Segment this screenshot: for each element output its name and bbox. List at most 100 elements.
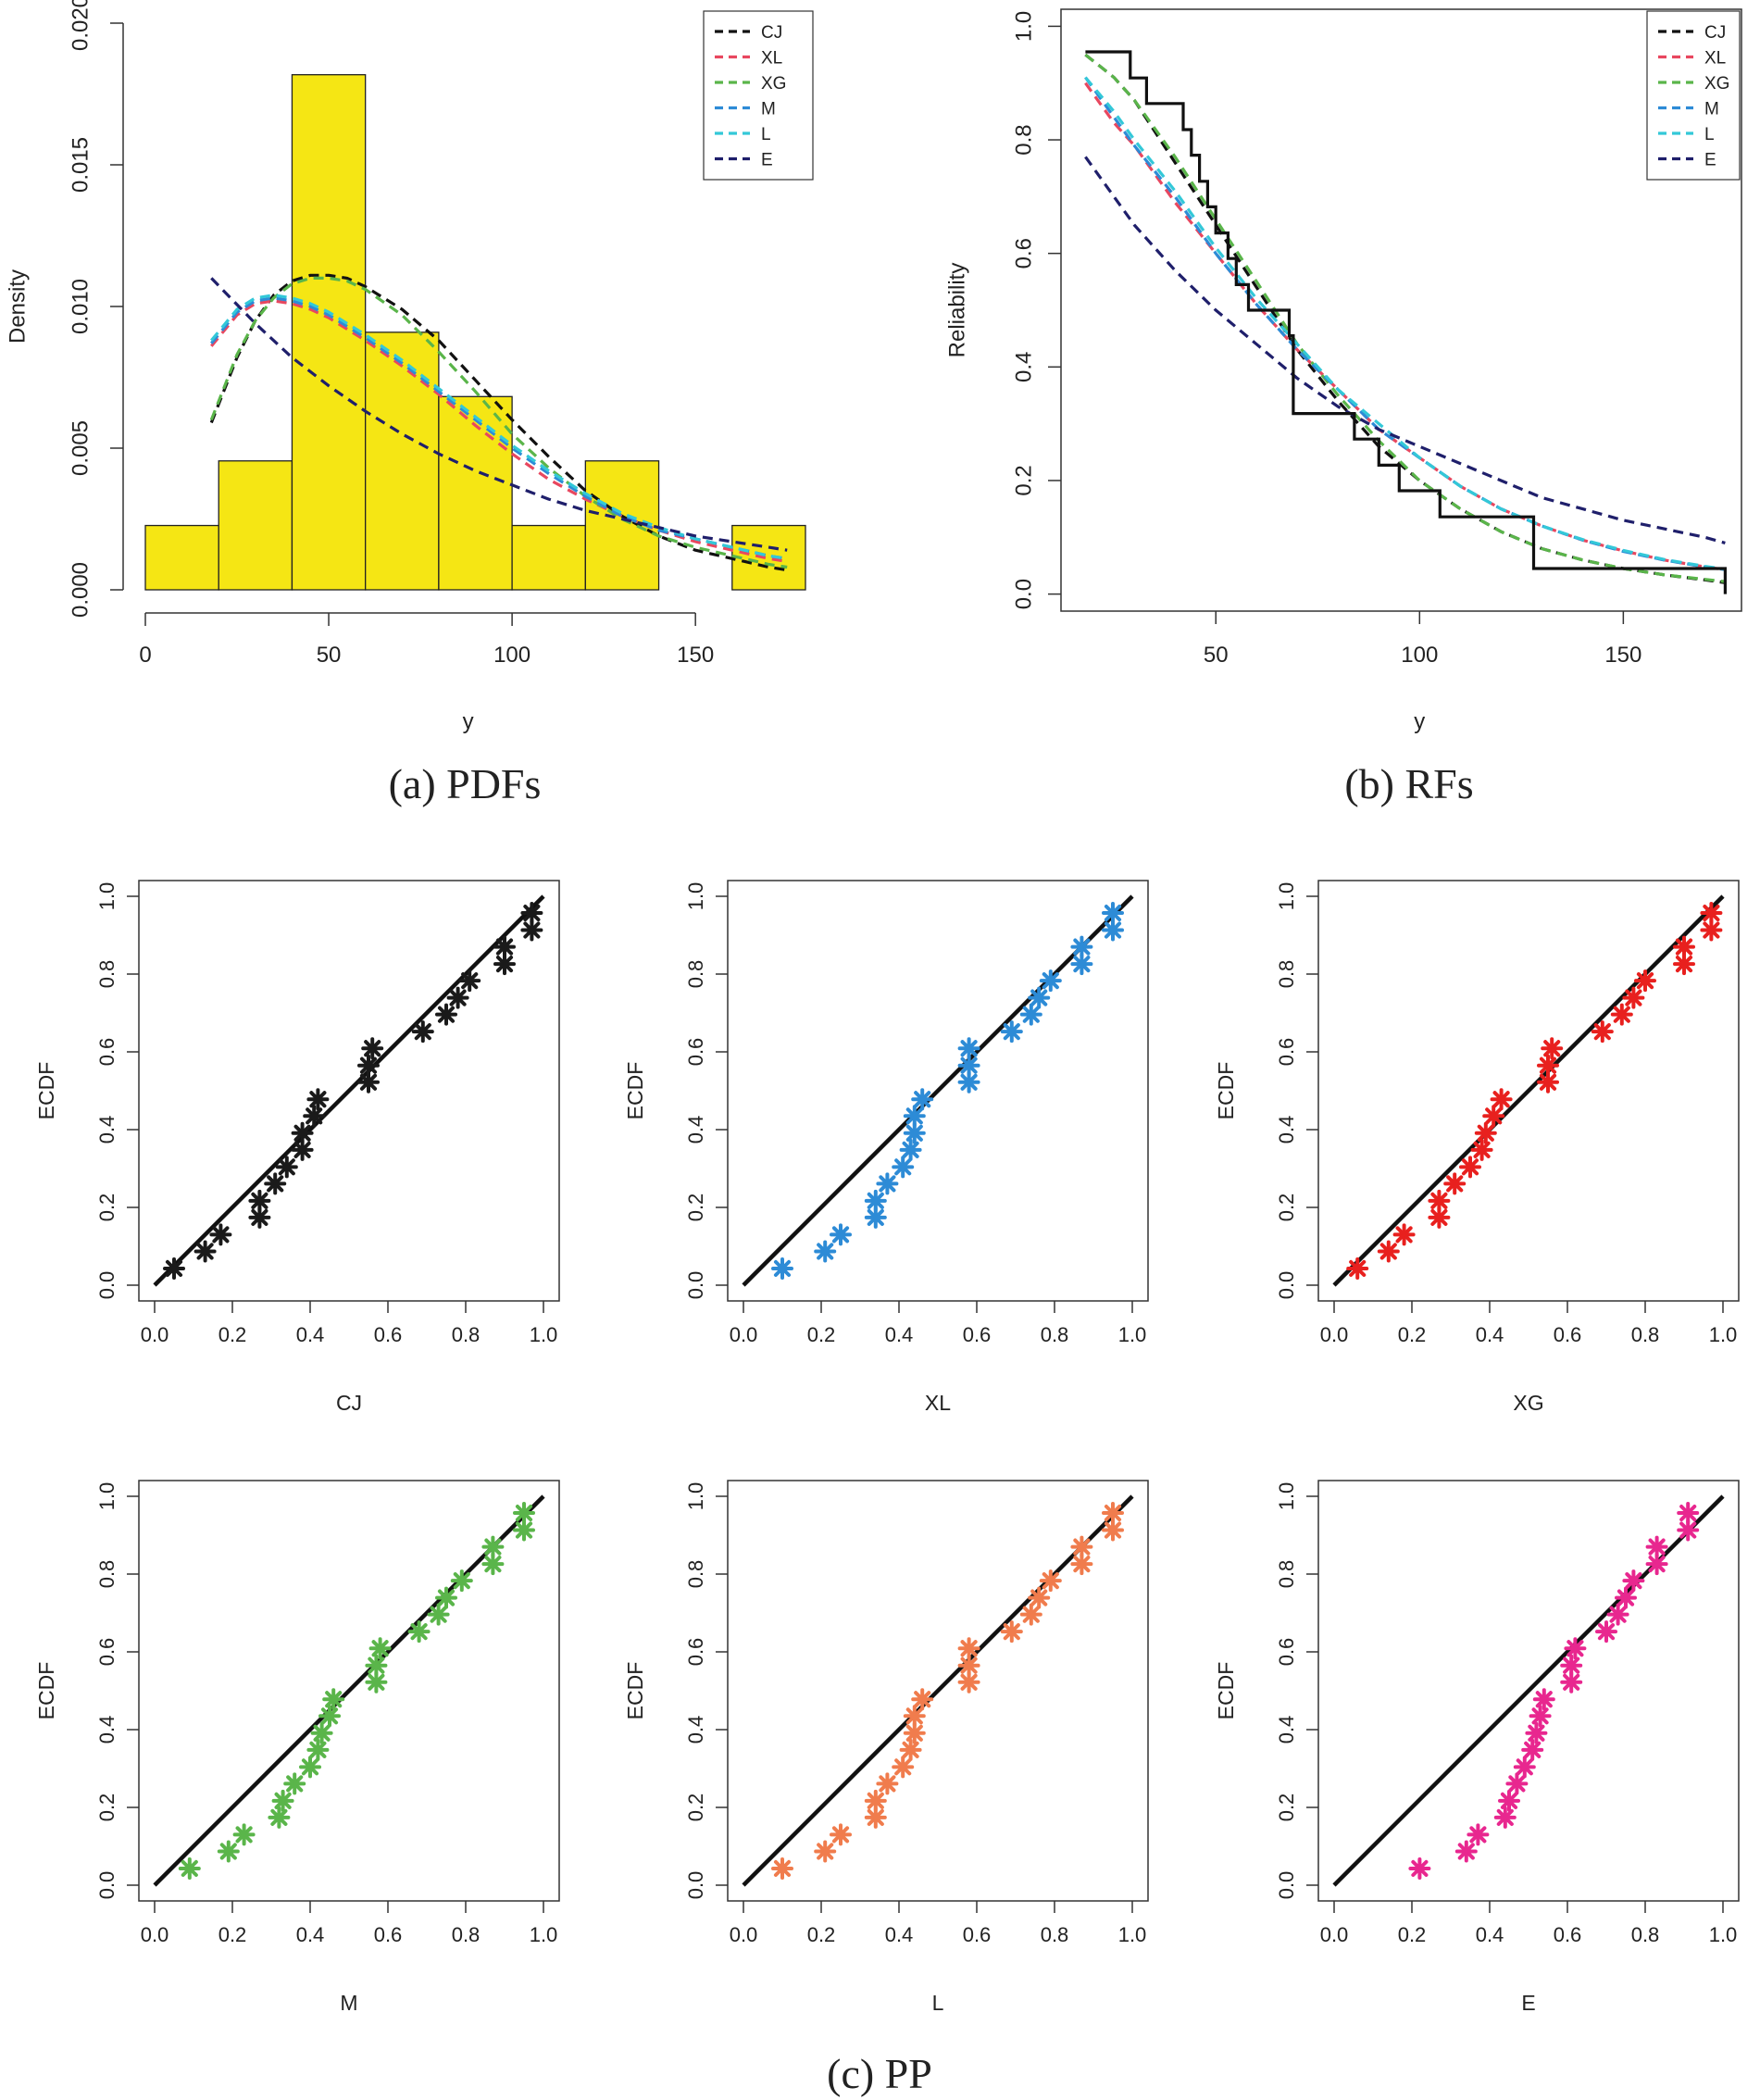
pp-point-stroke [1461, 1158, 1479, 1176]
plot-frame [138, 1480, 560, 1902]
pp-point-stroke [1679, 1504, 1697, 1522]
y-axis-label: ECDF [34, 1662, 58, 1720]
pp-point [1019, 1603, 1042, 1626]
y-tick-label: 0.0 [1275, 1271, 1298, 1300]
pp-point-stroke [1648, 1538, 1666, 1556]
pp-point-stroke [1073, 1556, 1091, 1573]
pp-point [899, 1138, 922, 1161]
x-axis-label: CJ [336, 1391, 362, 1415]
pp-panel-xl: 0.0 0.0 0.2 0.2 0.4 0.4 0.6 0.6 0.8 0.8 1.0 1.0 XL EC… [623, 880, 1149, 1415]
pp-point-stroke [414, 1023, 431, 1041]
pp-point [446, 986, 469, 1009]
pp-point-stroke [1535, 1691, 1553, 1708]
pp-point-stroke [1430, 1208, 1448, 1226]
empirical-reliability-step [1085, 50, 1727, 594]
pp-point-stroke [219, 1843, 237, 1860]
pp-point [450, 1569, 473, 1593]
pp-point [1490, 1088, 1513, 1111]
pp-point [892, 1156, 915, 1179]
legend-label-xg: XG [761, 74, 786, 94]
pp-point-stroke [831, 1826, 850, 1844]
pp-point-stroke [515, 1521, 533, 1539]
pp-point [1070, 935, 1093, 958]
y-tick-label: 0.8 [1275, 960, 1298, 989]
pp-point-stroke [371, 1640, 389, 1657]
pp-point [1408, 1856, 1431, 1880]
pp-point [1070, 1535, 1093, 1558]
histogram-bar [365, 331, 440, 591]
pp-point-stroke [1395, 1226, 1413, 1244]
x-tick-label: 0.8 [1041, 1923, 1069, 1946]
plot-frame [138, 880, 560, 1302]
pp-point [1606, 1603, 1629, 1626]
pp-point-stroke [410, 1623, 428, 1641]
pp-point [957, 1070, 980, 1094]
legend-label-e: E [761, 151, 773, 170]
pp-point [1700, 902, 1723, 925]
y-tick-label: 0.6 [684, 1038, 707, 1067]
pp-panel-e: 0.0 0.0 0.2 0.2 0.4 0.4 0.6 0.6 0.8 0.8 1.0 1.0 E ECD… [1214, 1480, 1740, 2015]
pp-point [458, 969, 481, 993]
rf-curve-xg [1084, 53, 1726, 583]
pdf-curve-cj [209, 273, 788, 572]
pp-point [1645, 1553, 1668, 1576]
pp-panel-m: 0.0 0.0 0.2 0.2 0.4 0.4 0.6 0.6 0.8 0.8 1.0 1.0 M ECD… [34, 1480, 560, 2015]
pp-point [275, 1156, 298, 1179]
pp-point [435, 1586, 457, 1609]
pp-point-stroke [1042, 972, 1059, 990]
pp-point-stroke [301, 1758, 319, 1776]
pp-point-stroke [1073, 938, 1091, 956]
caption-a: (a) PDFs [389, 760, 542, 807]
pp-point-stroke [165, 1259, 183, 1278]
legend-label-m: M [761, 100, 776, 119]
x-tick-label: 0.6 [963, 1323, 992, 1346]
pp-point [513, 1502, 535, 1525]
rf-curve-cj [1084, 53, 1726, 584]
x-tick-label: 0.6 [374, 1923, 403, 1946]
x-tick-label: 0.6 [963, 1923, 992, 1946]
x-tick-label: 0.4 [885, 1323, 914, 1346]
y-axis-label: ECDF [1214, 1662, 1238, 1720]
pp-point-stroke [1597, 1623, 1616, 1641]
pp-point [1039, 969, 1062, 993]
pp-point-stroke [1104, 904, 1122, 922]
pp-point-stroke [1104, 921, 1122, 939]
pp-point [864, 1806, 887, 1829]
pp-point-stroke [461, 972, 479, 990]
pp-point-stroke [817, 1843, 834, 1860]
pp-point-stroke [359, 1056, 378, 1074]
x-tick-label: 1.0 [1709, 1923, 1738, 1946]
x-tick-label: 0.2 [1398, 1923, 1427, 1946]
pp-point [864, 1189, 887, 1212]
x-tick-label: 150 [677, 643, 714, 668]
x-tick-label: 0.4 [296, 1323, 325, 1346]
pp-point-stroke [523, 921, 541, 939]
pp-point-stroke [313, 1724, 331, 1742]
x-axis-label: y [463, 709, 474, 734]
y-tick-label: 1.0 [95, 1482, 119, 1511]
pp-point [303, 1105, 326, 1128]
pp-point-stroke [270, 1808, 288, 1826]
y-tick-label: 0.000 [68, 562, 93, 618]
pp-point-stroke [1500, 1792, 1518, 1809]
pp-point-stroke [306, 1107, 323, 1125]
pp-point [1039, 1569, 1062, 1593]
pp-point-stroke [1492, 1091, 1510, 1108]
x-tick-label: 0.8 [1631, 1323, 1660, 1346]
pp-point [1102, 1502, 1124, 1525]
pp-point [1377, 1240, 1400, 1263]
legend-box [703, 10, 814, 181]
pp-point-stroke [1104, 1521, 1122, 1539]
pp-point-stroke [1485, 1107, 1503, 1125]
pp-point [1615, 1586, 1637, 1609]
pp-point-stroke [867, 1808, 884, 1826]
x-axis-label: y [1414, 709, 1425, 734]
pp-point [217, 1840, 240, 1863]
pp-point-stroke [1104, 1504, 1122, 1522]
pp-point [493, 935, 516, 958]
x-tick-label: 0.4 [296, 1923, 325, 1946]
x-tick-label: 0.2 [218, 1323, 247, 1346]
pp-point [1459, 1156, 1481, 1179]
x-tick-label: 1.0 [1709, 1323, 1738, 1346]
pp-point [357, 1054, 380, 1077]
